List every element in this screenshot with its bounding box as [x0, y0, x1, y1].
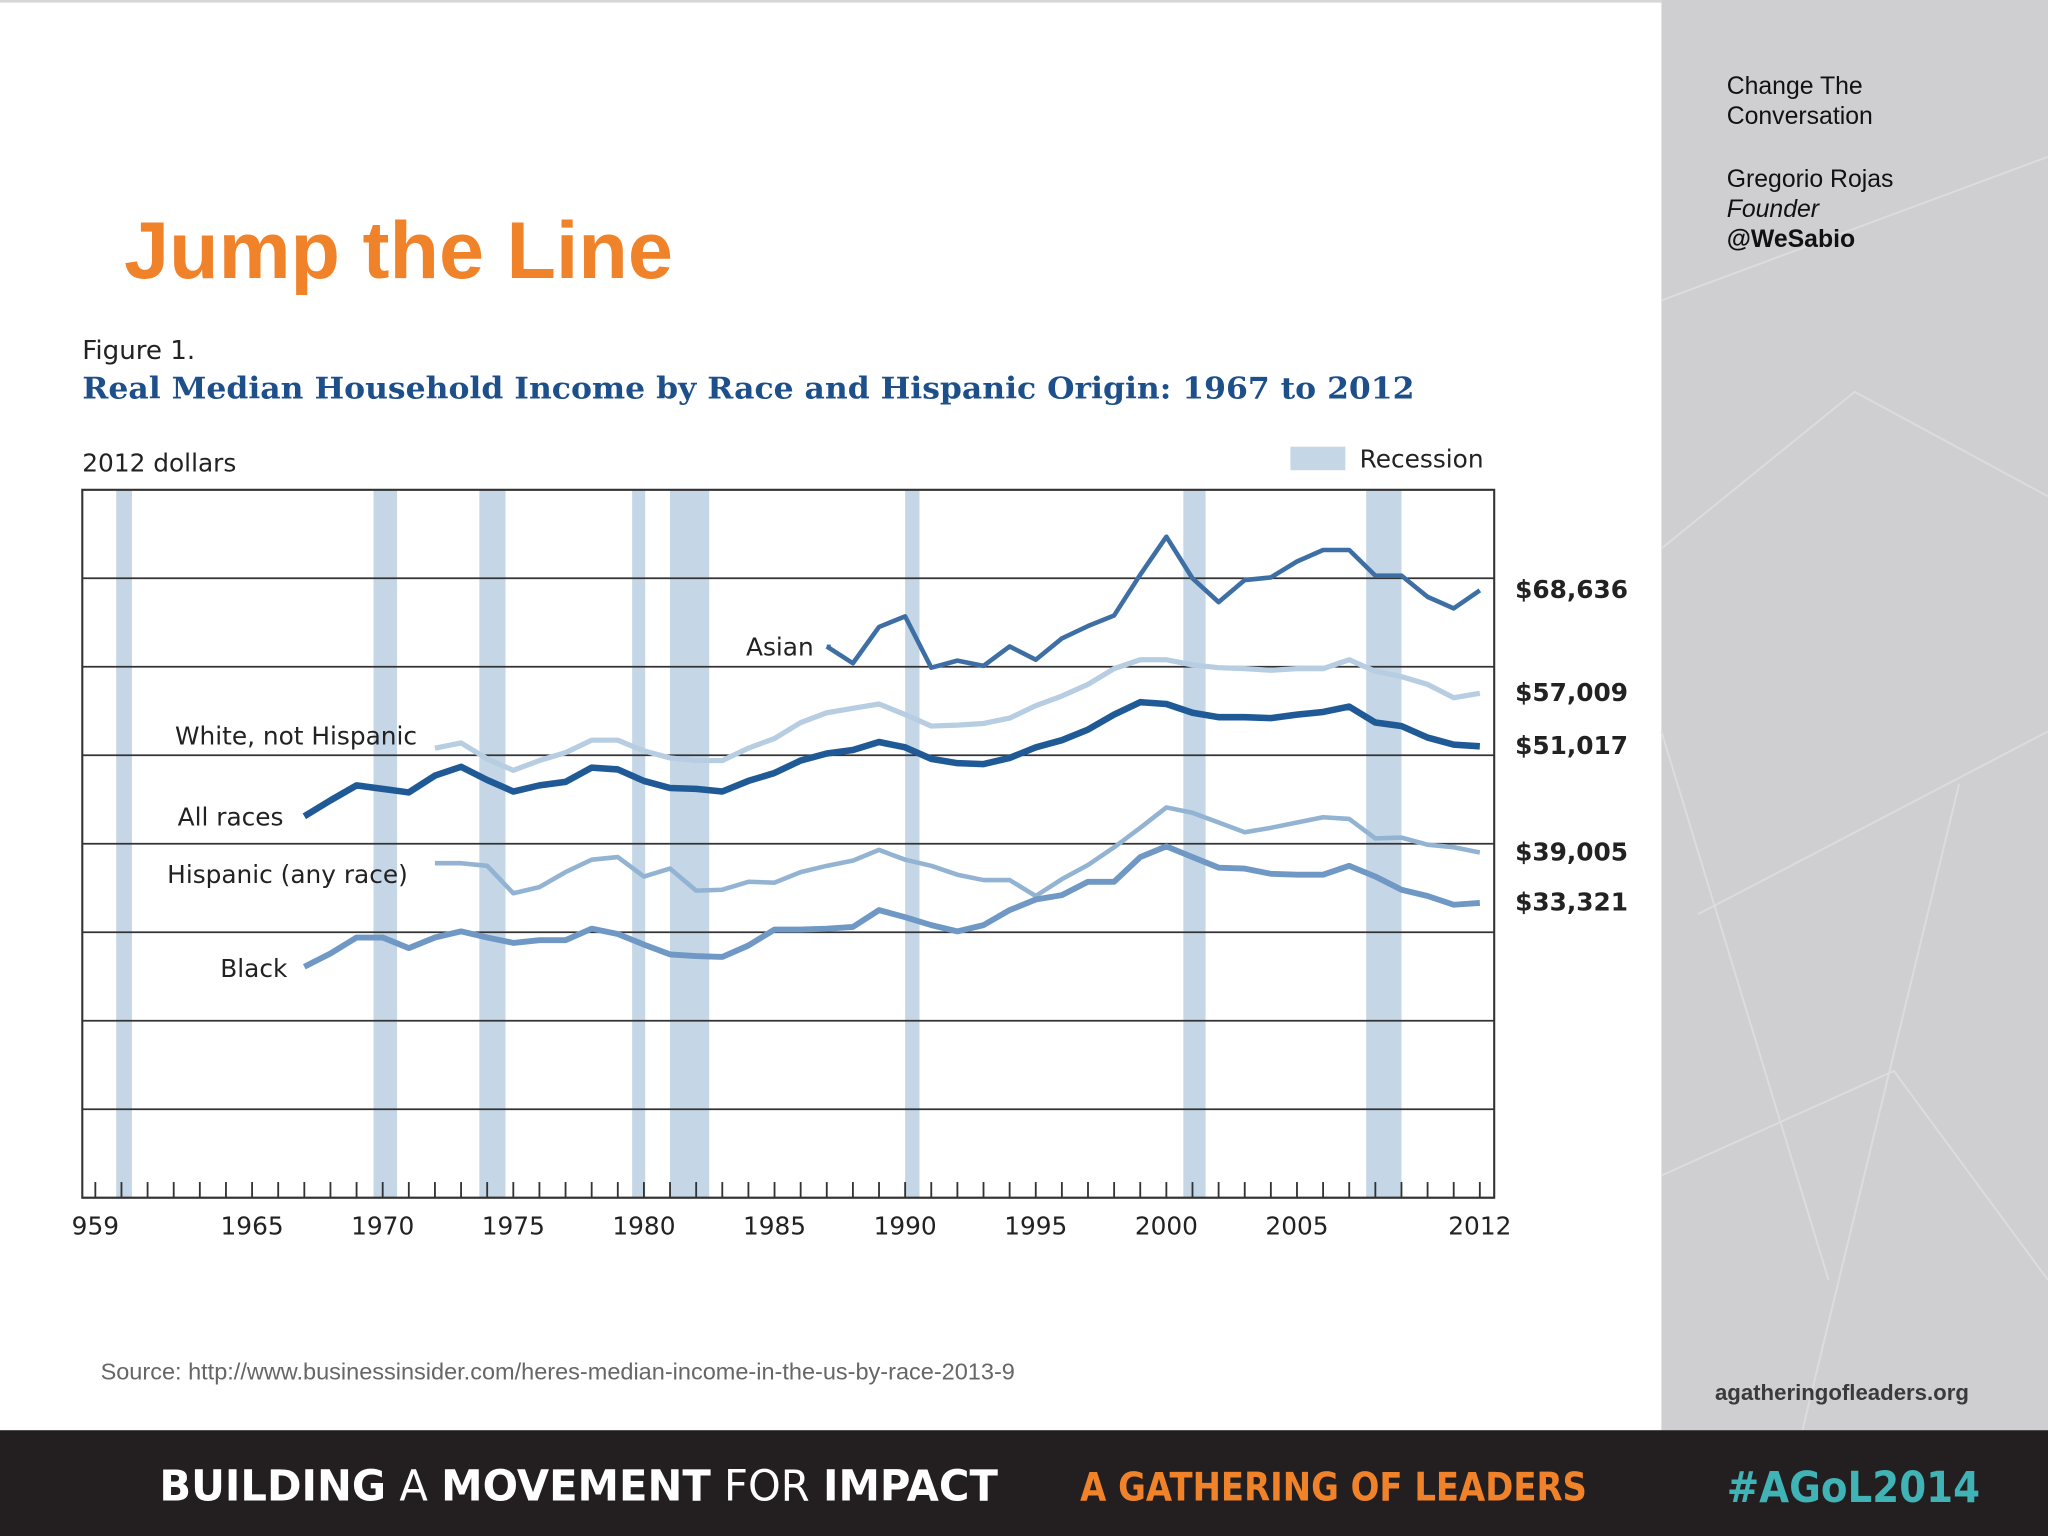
sidebar-site: agatheringofleaders.org [1715, 1380, 1969, 1405]
footer-tagline: BUILDING A MOVEMENT FOR IMPACT [159, 1462, 998, 1512]
series-line [302, 698, 1481, 820]
x-tick-label: 1980 [612, 1211, 675, 1240]
series-label: Hispanic (any race) [167, 860, 408, 889]
footer-hashtag: #AGoL2014 [1727, 1463, 1980, 1513]
end-value-label: $39,005 [1515, 837, 1628, 866]
series-label: White, not Hispanic [175, 721, 417, 750]
x-tick-label: 1990 [874, 1211, 937, 1240]
series-line [302, 843, 1481, 970]
series-line [434, 805, 1481, 899]
figure-label: Figure 1. [82, 336, 195, 366]
plot-area: 959 1965 1970 1975 1980 1985 1990 1995 2000 2005 2… [72, 488, 1628, 1240]
x-tick-label: 1985 [743, 1211, 806, 1240]
tagline-word: FOR [724, 1462, 810, 1512]
sidebar-name: Gregorio Rojas [1727, 166, 1894, 193]
end-value-label: $68,636 [1515, 575, 1628, 604]
legend-swatch [1290, 446, 1346, 471]
x-tick-label: 959 [72, 1211, 119, 1240]
series-label: Black [220, 954, 288, 983]
series-label: All races [178, 802, 284, 831]
x-tick-label: 2000 [1135, 1211, 1198, 1240]
top-rule [0, 0, 1662, 3]
sidebar-pattern [1660, 155, 2048, 1431]
end-value-label: $33,321 [1515, 888, 1628, 917]
pattern-lines [1660, 155, 2048, 1431]
sidebar-role: Founder [1727, 196, 1821, 223]
end-value-label: $51,017 [1515, 731, 1628, 760]
series-line [434, 657, 1481, 773]
x-tick-label: 1970 [351, 1211, 414, 1240]
tagline-word: MOVEMENT [441, 1462, 711, 1512]
series-label: Asian [746, 633, 814, 662]
chart-title: Real Median Household Income by Race and… [82, 371, 1414, 406]
x-tick-label: 1975 [482, 1211, 545, 1240]
sidebar-org: Conversation [1727, 103, 1873, 130]
x-tick-label: 2005 [1265, 1211, 1328, 1240]
legend-label: Recession [1360, 445, 1484, 474]
y-axis-label: 2012 dollars [82, 449, 236, 478]
x-tick-label: 2012 [1448, 1211, 1511, 1240]
footer-bar [0, 1430, 2048, 1536]
x-tick-label: 1995 [1004, 1211, 1067, 1240]
sidebar-org: Change The [1727, 73, 1863, 100]
tagline-word: IMPACT [823, 1462, 998, 1512]
footer-event: A GATHERING OF LEADERS [1080, 1466, 1587, 1511]
tagline-word: BUILDING [159, 1462, 386, 1512]
series-line [825, 534, 1482, 670]
x-tick-label: 1965 [221, 1211, 284, 1240]
source-note: Source: http://www.businessinsider.com/h… [101, 1358, 1015, 1384]
slide-title: Jump the Line [124, 206, 673, 296]
tagline-word: A [399, 1462, 428, 1512]
plot-frame [81, 488, 1496, 1199]
end-value-label: $57,009 [1515, 678, 1628, 707]
sidebar-handle: @WeSabio [1727, 226, 1855, 253]
